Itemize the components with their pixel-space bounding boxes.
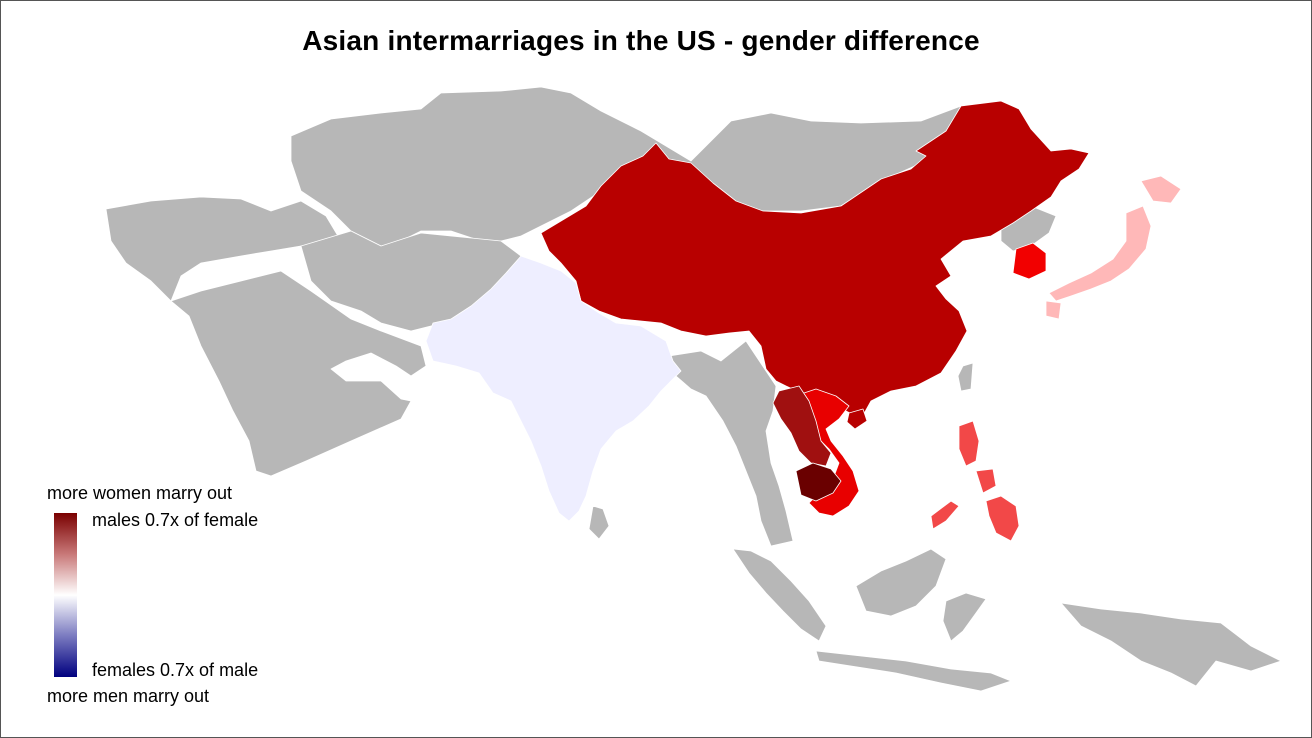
country-china	[540, 100, 1090, 420]
legend-top-caption: more women marry out	[47, 483, 233, 503]
map-title: Asian intermarriages in the US - gender …	[302, 25, 980, 56]
middle-east-region	[170, 270, 427, 477]
legend-color-scale	[54, 513, 77, 677]
country-philippines	[930, 420, 1020, 542]
country-south-korea	[1012, 242, 1047, 280]
legend-bottom-label: females 0.7x of male	[92, 660, 259, 680]
taiwan-region	[957, 362, 974, 392]
country-hainan	[846, 408, 868, 430]
mainland-southeast-asia-region	[668, 340, 794, 547]
malay-peninsula-sumatra-region	[732, 548, 827, 642]
legend-bottom-caption: more men marry out	[47, 686, 210, 706]
sri-lanka-region	[588, 505, 610, 540]
data-countries	[425, 100, 1182, 542]
java-islands-region	[815, 650, 1012, 692]
country-india	[425, 255, 682, 522]
country-japan	[1045, 175, 1182, 320]
country-laos	[772, 385, 832, 467]
country-cambodia	[795, 462, 842, 502]
borneo-region	[855, 548, 947, 617]
sulawesi-region	[942, 592, 987, 642]
legend-top-label: males 0.7x of female	[92, 510, 259, 530]
new-guinea-region	[1060, 602, 1282, 687]
caucasus-turkey-region	[105, 196, 342, 302]
